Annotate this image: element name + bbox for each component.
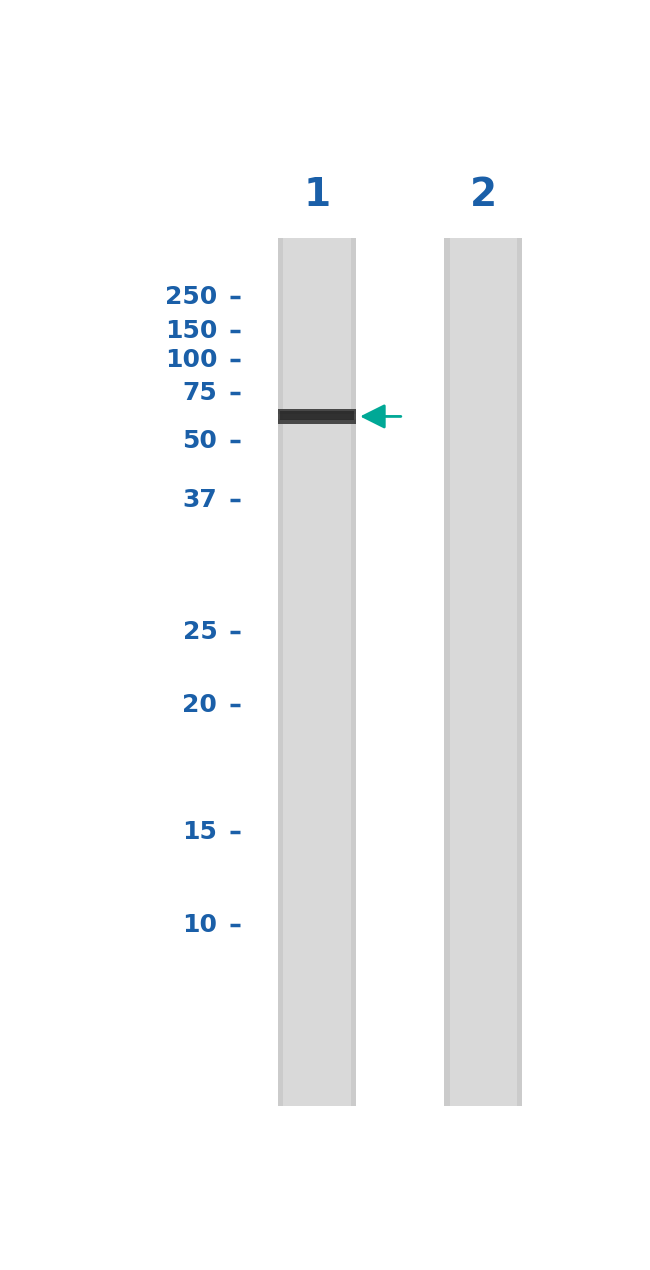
Text: 2: 2 [470, 177, 497, 215]
Text: 250: 250 [165, 286, 217, 309]
Bar [278, 409, 356, 424]
Bar [517, 239, 523, 1106]
Text: 100: 100 [164, 348, 217, 372]
Text: 75: 75 [183, 381, 217, 405]
Bar [278, 419, 356, 424]
Bar [280, 411, 354, 419]
Text: 15: 15 [183, 820, 217, 845]
Bar [278, 239, 283, 1106]
Bar [278, 409, 356, 414]
Text: 1: 1 [304, 177, 331, 215]
Bar [444, 239, 523, 1106]
Text: 10: 10 [182, 913, 217, 937]
Bar [444, 239, 450, 1106]
Text: 25: 25 [183, 620, 217, 644]
Bar [350, 239, 356, 1106]
Bar [278, 239, 356, 1106]
Text: 150: 150 [165, 319, 217, 343]
Text: 37: 37 [183, 488, 217, 512]
Text: 50: 50 [183, 429, 217, 453]
Text: 20: 20 [183, 693, 217, 716]
